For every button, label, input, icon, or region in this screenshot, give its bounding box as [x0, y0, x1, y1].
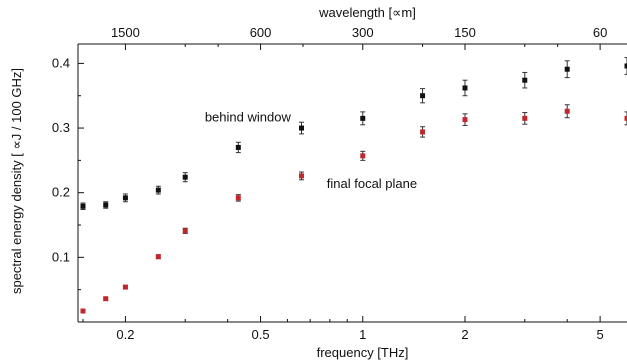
y-tick-label: 0.2 — [52, 185, 70, 200]
data-point — [624, 115, 627, 121]
top-tick-label: 300 — [352, 25, 374, 40]
data-point — [624, 63, 627, 69]
x-tick-label: 0.2 — [116, 327, 134, 342]
series-final-focal-plane — [80, 104, 627, 314]
data-point — [155, 254, 161, 260]
data-point — [103, 296, 109, 302]
data-point — [564, 66, 570, 72]
data-point — [564, 108, 570, 114]
x-tick-label: 1 — [359, 327, 366, 342]
data-point — [420, 129, 426, 135]
series-behind-window — [80, 57, 627, 211]
data-point — [182, 228, 188, 234]
y-axis-title: spectral energy density [ ∝J / 100 GHz] — [9, 68, 24, 294]
data-point — [122, 195, 128, 201]
data-point — [103, 202, 109, 208]
data-point — [522, 115, 528, 121]
top-axis-title: wavelength [∝m] — [318, 5, 416, 20]
x-tick-label: 5 — [596, 327, 603, 342]
data-point — [80, 308, 86, 314]
y-tick-label: 0.3 — [52, 120, 70, 135]
data-point — [360, 153, 366, 159]
y-tick-label: 0.4 — [52, 55, 70, 70]
data-point — [522, 77, 528, 83]
data-series — [80, 57, 627, 314]
top-tick-label: 150 — [454, 25, 476, 40]
data-point — [298, 125, 304, 131]
top-tick-label: 1500 — [111, 25, 140, 40]
annotation-final-focal-plane: final focal plane — [327, 176, 417, 191]
x-axis-title: frequency [THz] — [317, 345, 409, 360]
data-point — [462, 85, 468, 91]
axis-ticks: 0.2 0.5 1 2 5 0.1 0.2 0.3 0.4 1500 600 300 150 60 — [52, 25, 607, 342]
annotation-behind-window: behind window — [205, 109, 292, 124]
x-tick-label: 2 — [461, 327, 468, 342]
data-point — [182, 174, 188, 180]
data-point — [298, 173, 304, 179]
data-point — [235, 195, 241, 201]
y-tick-label: 0.1 — [52, 249, 70, 264]
data-point — [360, 115, 366, 121]
top-tick-label: 60 — [593, 25, 607, 40]
data-point — [155, 187, 161, 193]
data-point — [122, 284, 128, 290]
data-point — [80, 203, 86, 209]
data-point — [420, 93, 426, 99]
data-point — [462, 117, 468, 123]
top-tick-label: 600 — [250, 25, 272, 40]
data-point — [235, 144, 241, 150]
x-tick-label: 0.5 — [252, 327, 270, 342]
plot-frame — [77, 43, 627, 323]
